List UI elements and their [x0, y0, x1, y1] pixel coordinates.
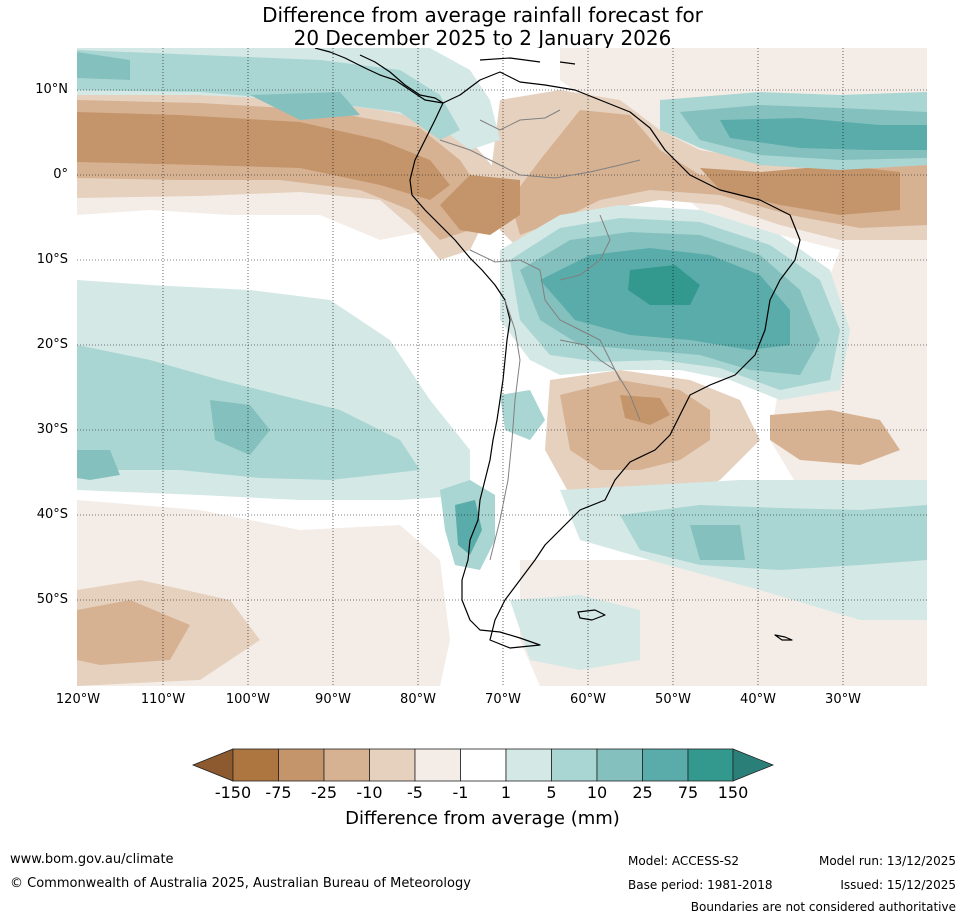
central-america-caribbean-coast: [359, 54, 444, 104]
anomaly-region-itcz-band-strong: [77, 112, 450, 200]
anomaly-region-south-atlantic-wet-mid: [620, 505, 927, 570]
lon-label-110w: 110°W: [140, 692, 186, 707]
colorbar-tick: -25: [310, 783, 338, 802]
lat-label-50s: 50°S: [36, 592, 68, 607]
lat-label-10n: 10°N: [35, 82, 68, 97]
lon-label-80w: 80°W: [400, 692, 436, 707]
model-run-date: Model run: 13/12/2025: [818, 854, 956, 868]
colorbar-tick: -10: [356, 783, 383, 802]
anomaly-region-brazil-wet-max: [628, 265, 700, 305]
lon-label-120w: 120°W: [55, 692, 101, 707]
anomaly-region-amazon-west-brown: [440, 175, 520, 235]
colorbar-bin-6: [460, 748, 507, 782]
anomaly-region-falklands-wet: [510, 595, 640, 670]
colorbar-bin-4: [369, 748, 416, 782]
base-period: Base period: 1981-2018: [628, 878, 773, 892]
colorbar-label: Difference from average (mm): [345, 808, 620, 829]
model-name: Model: ACCESS-S2: [628, 854, 740, 868]
lon-label-70w: 70°W: [485, 692, 521, 707]
anomaly-region-central-america-wet-strong: [77, 52, 360, 120]
lat-label-30s: 30°S: [36, 422, 68, 437]
website-link[interactable]: www.bom.gov.au/climate: [10, 852, 174, 867]
colorbar-tick: 1: [500, 783, 512, 802]
colorbar-extend-max: [732, 748, 775, 782]
colorbar-tick: -5: [407, 783, 423, 802]
colorbar-extend-min: [191, 748, 234, 782]
colorbar-tick: -1: [452, 783, 469, 802]
boundaries-disclaimer: Boundaries are not considered authoritat…: [690, 900, 956, 914]
graticule: [77, 48, 927, 686]
lon-label-60w: 60°W: [570, 692, 606, 707]
colorbar-tick: -75: [265, 783, 292, 802]
lon-label-90w: 90°W: [315, 692, 351, 707]
colorbar-tick: 75: [677, 783, 699, 802]
lon-label-40w: 40°W: [740, 692, 776, 707]
lat-label-0: 0°: [53, 167, 68, 182]
issued-date: Issued: 15/12/2025: [840, 878, 956, 892]
chart-title: Difference from average rainfall forecas…: [0, 4, 965, 50]
anomaly-region-south-atlantic-tan: [770, 410, 900, 465]
colorbar-bin-10: [642, 748, 689, 782]
colorbar-tick: -150: [214, 783, 252, 802]
title-line-2: 20 December 2025 to 2 January 2026: [293, 26, 672, 50]
colorbar-tick: 10: [586, 783, 608, 802]
colorbar-bin-11: [687, 748, 734, 782]
copyright-notice: © Commonwealth of Australia 2025, Austra…: [10, 876, 471, 891]
colorbar-bin-7: [505, 748, 552, 782]
anomaly-region-south-brazil-mid: [560, 380, 710, 470]
lat-label-40s: 40°S: [36, 507, 68, 522]
anomaly-region-equatorial-atlantic-wet-strong: [720, 118, 927, 150]
anomaly-region-north-atlantic-brown: [700, 165, 900, 215]
colorbar-bin-3: [323, 748, 370, 782]
central-america-coastline: [314, 48, 444, 104]
lon-label-50w: 50°W: [655, 692, 691, 707]
falkland-islands: [577, 609, 606, 621]
colorbar-bin-1: [232, 748, 279, 782]
anomaly-region-south-pacific-wet-strong: [77, 400, 270, 480]
country-borders: [439, 109, 641, 561]
colorbar-bin-5: [414, 748, 461, 782]
anomaly-region-northern-argentina-wet: [500, 390, 545, 440]
lat-label-10s: 10°S: [36, 252, 68, 267]
anomaly-region-southwest-pacific-mid: [77, 600, 190, 665]
colorbar-bin-2: [278, 748, 325, 782]
south-georgia: [774, 634, 793, 641]
anomaly-region-south-atlantic-wet-strong: [690, 525, 745, 560]
colorbar-bin-9: [596, 748, 643, 782]
lat-label-20s: 20°S: [36, 337, 68, 352]
colorbar: [191, 748, 775, 782]
coastlines: [314, 48, 801, 649]
colorbar-bin-8: [551, 748, 598, 782]
lon-label-30w: 30°W: [825, 692, 861, 707]
colorbar-tick: 5: [546, 783, 557, 802]
map-area: [77, 48, 927, 686]
caribbean-islands: [479, 57, 576, 65]
colorbar-tick: 25: [632, 783, 653, 802]
colorbar-tick: 150: [717, 783, 749, 802]
south-america-coastline: [409, 71, 801, 649]
title-line-1: Difference from average rainfall forecas…: [262, 3, 703, 27]
anomaly-region-southern-chile-wet-strong: [455, 500, 482, 555]
lon-label-100w: 100°W: [225, 692, 271, 707]
